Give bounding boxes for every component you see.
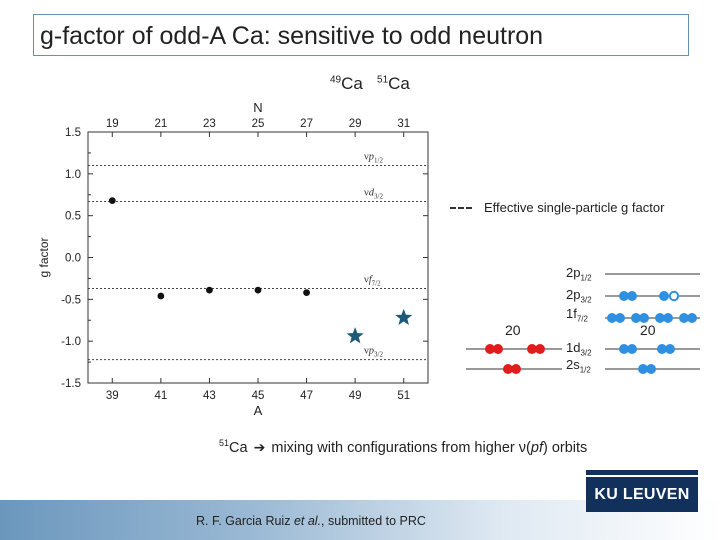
neutron-marker <box>615 313 625 323</box>
proton-marker <box>535 344 545 354</box>
y-tick-label: 0.0 <box>65 253 81 265</box>
neutron-marker <box>607 313 617 323</box>
x2-tick-label: 23 <box>203 118 216 130</box>
neutron-marker <box>619 344 629 354</box>
title-box: g-factor of odd-A Ca: sensitive to odd n… <box>33 14 689 56</box>
y-tick-label: -0.5 <box>61 294 81 306</box>
neutron-marker <box>679 313 689 323</box>
proton-marker <box>503 364 513 374</box>
level-label-2p32: 2p3/2 <box>566 287 592 305</box>
proton-marker <box>511 364 521 374</box>
reference-line-label: νp3/2 <box>364 346 383 359</box>
slide-title: g-factor of odd-A Ca: sensitive to odd n… <box>40 22 544 50</box>
legend-dash-swatch <box>450 206 472 209</box>
neutron-marker <box>639 313 649 323</box>
x2-tick-label: 31 <box>397 118 410 130</box>
x-tick-label: 45 <box>252 390 265 402</box>
data-point-circle <box>206 286 213 294</box>
note-text-post: ) orbits <box>542 439 588 456</box>
neutron-marker <box>631 313 641 323</box>
x-tick-label: 49 <box>349 390 362 402</box>
x2-tick-label: 25 <box>252 118 265 130</box>
neutron-marker <box>638 364 648 374</box>
note-mass: 51 <box>219 438 230 448</box>
neutron-marker <box>659 291 669 301</box>
ku-leuven-logo: KU LEUVEN <box>586 477 698 512</box>
level-label-2p12: 2p1/2 <box>566 265 592 283</box>
x2-axis-label: N <box>253 100 262 115</box>
neutron-marker <box>646 364 656 374</box>
neutron-marker <box>687 313 697 323</box>
reference-line-label: νp1/2 <box>364 151 383 164</box>
x-tick-label: 47 <box>300 390 313 402</box>
top-isotope-labels: 49Ca 51Ca <box>330 74 410 94</box>
neutron-hole-marker <box>668 290 680 302</box>
level-label-1d32: 1d3/2 <box>566 340 592 358</box>
neutron-marker <box>627 344 637 354</box>
x2-tick-label: 21 <box>154 118 167 130</box>
level-label-2s12: 2s1/2 <box>566 357 591 375</box>
right-arrow-icon: ➔ <box>253 438 266 455</box>
neutron-marker <box>663 313 673 323</box>
x2-tick-label: 19 <box>106 118 119 130</box>
neutron-marker <box>657 344 667 354</box>
neutron-marker <box>655 313 665 323</box>
proton-marker <box>485 344 495 354</box>
note-pf: pf <box>530 439 543 456</box>
proton-marker <box>493 344 503 354</box>
legend: Effective single-particle g factor <box>450 200 664 215</box>
data-point-star <box>395 308 413 325</box>
mixing-note: 51Ca ➔ mixing with configurations from h… <box>219 438 587 456</box>
level-label-1f72: 1f7/2 <box>566 306 588 324</box>
y-tick-label: 1.0 <box>65 169 81 181</box>
x-tick-label: 51 <box>397 390 410 402</box>
note-paren: ( <box>526 439 531 456</box>
neutron-marker <box>619 291 629 301</box>
x2-tick-label: 29 <box>349 118 362 130</box>
y-tick-label: 0.5 <box>65 211 81 223</box>
legend-label: Effective single-particle g factor <box>484 200 665 215</box>
x-tick-label: 41 <box>154 390 167 402</box>
data-point-circle <box>254 286 262 294</box>
footer-citation: R. F. Garcia Ruiz et al., submitted to P… <box>196 514 426 528</box>
ca49-mass-label: 49 <box>330 74 342 86</box>
neutron-marker <box>627 291 637 301</box>
note-nu: ν <box>518 439 527 456</box>
proton-marker <box>527 344 537 354</box>
data-point-star <box>346 327 364 344</box>
note-text-pre: mixing with configurations from higher <box>271 439 519 456</box>
data-point-circle <box>108 197 116 205</box>
y-tick-label: 1.5 <box>65 127 81 139</box>
neutron-marker <box>665 344 675 354</box>
y-tick-label: -1.0 <box>61 336 81 348</box>
ca51-element-label: Ca <box>388 74 410 93</box>
shell-closure-left: 20 <box>505 322 521 338</box>
plot-frame <box>87 131 429 384</box>
logo-top-stripe <box>586 470 698 475</box>
reference-line-label: νd3/2 <box>364 187 383 200</box>
reference-line-label: νf7/2 <box>364 274 381 287</box>
ca51-mass-label: 51 <box>377 74 389 86</box>
note-element: Ca <box>229 439 248 456</box>
y-axis-label: g factor <box>37 237 51 277</box>
data-point-circle <box>157 292 165 300</box>
x2-tick-label: 27 <box>300 118 313 130</box>
x-tick-label: 39 <box>106 390 119 402</box>
x-axis-label: A <box>254 403 263 418</box>
data-point-circle <box>303 289 310 297</box>
y-tick-label: -1.5 <box>61 378 81 390</box>
ca49-element-label: Ca <box>341 74 363 93</box>
shell-closure-right: 20 <box>640 322 656 338</box>
x-tick-label: 43 <box>203 390 216 402</box>
